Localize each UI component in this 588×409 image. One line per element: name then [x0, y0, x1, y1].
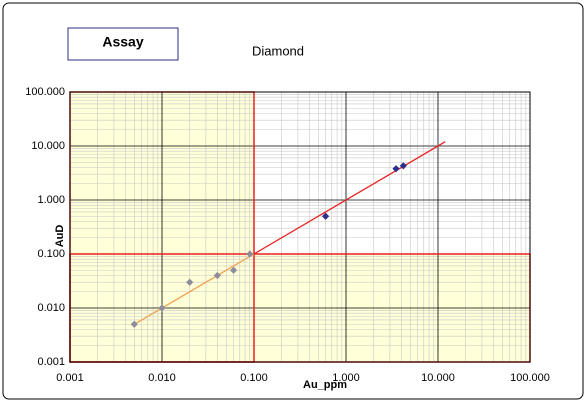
point — [392, 165, 400, 173]
point — [229, 266, 238, 274]
point — [246, 250, 254, 258]
point — [321, 212, 330, 220]
y-tick-label: 100.000 — [25, 86, 65, 98]
plot-frame — [69, 91, 531, 363]
y-tick-label: 10.000 — [31, 140, 65, 152]
x-axis-label: Au_ppm — [303, 379, 347, 391]
y-tick-label: 1.000 — [37, 194, 65, 206]
label-box-text: Assay — [102, 34, 143, 50]
point — [130, 320, 138, 328]
fit-line — [133, 253, 255, 325]
y-tick-label: 0.001 — [37, 356, 65, 368]
x-tick-label: 0.001 — [56, 372, 84, 384]
chart-title: Diamond — [252, 43, 304, 58]
point — [399, 162, 407, 170]
plot-area — [69, 91, 531, 363]
x-tick-label: 1.000 — [332, 372, 360, 384]
fit-line — [253, 141, 446, 255]
x-tick-label: 0.010 — [148, 372, 176, 384]
y-axis-label: AuD — [54, 225, 66, 248]
x-tick-label: 100.000 — [510, 372, 550, 384]
point — [186, 278, 194, 286]
point — [158, 304, 166, 312]
label-box — [67, 27, 179, 61]
y-tick-label: 0.010 — [37, 302, 65, 314]
x-tick-label: 0.100 — [240, 372, 268, 384]
y-tick-label: 0.100 — [37, 248, 65, 260]
x-tick-label: 10.000 — [421, 372, 455, 384]
point — [213, 271, 221, 280]
